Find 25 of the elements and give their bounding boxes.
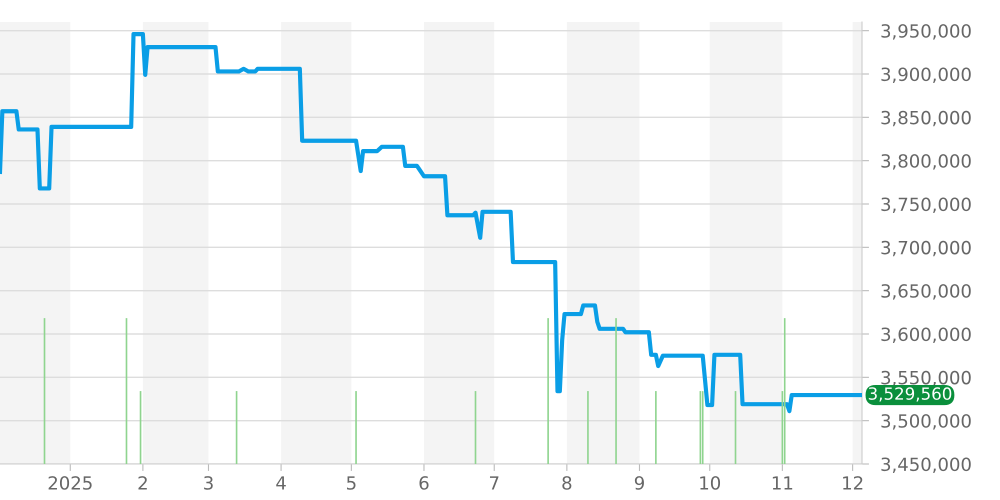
x-tick-label: 10 xyxy=(700,476,720,490)
y-tick-label: 3,900,000 xyxy=(881,67,971,83)
x-tick-label: 4 xyxy=(276,476,286,490)
x-tick-label: 3 xyxy=(204,476,213,490)
x-tick-label: 6 xyxy=(419,476,429,490)
y-tick-label: 3,600,000 xyxy=(881,327,971,343)
x-tick-label: 2025 xyxy=(48,476,92,490)
y-tick-label: 3,950,000 xyxy=(881,24,971,40)
x-tick-label: 11 xyxy=(772,476,792,490)
y-tick-label: 3,750,000 xyxy=(881,197,971,213)
x-tick-label: 2 xyxy=(138,476,147,490)
x-tick-label: 5 xyxy=(347,476,356,490)
y-tick-label: 3,650,000 xyxy=(881,284,971,300)
y-tick-label: 3,550,000 xyxy=(881,370,971,386)
x-tick-label: 12 xyxy=(843,476,862,490)
y-tick-label: 3,700,000 xyxy=(881,240,971,256)
annotation: 3,529,560 xyxy=(868,387,952,402)
line-series xyxy=(0,32,862,414)
x-tick-label: 9 xyxy=(634,476,644,490)
x-tick-label: 7 xyxy=(490,476,498,490)
y-tick-label: 3,500,000 xyxy=(881,414,971,430)
x-tick-label: 8 xyxy=(562,476,572,490)
y-tick-label: 3,850,000 xyxy=(881,110,971,126)
y-tick-label: 3,450,000 xyxy=(881,457,971,473)
y-tick-label: 3,800,000 xyxy=(881,154,971,170)
